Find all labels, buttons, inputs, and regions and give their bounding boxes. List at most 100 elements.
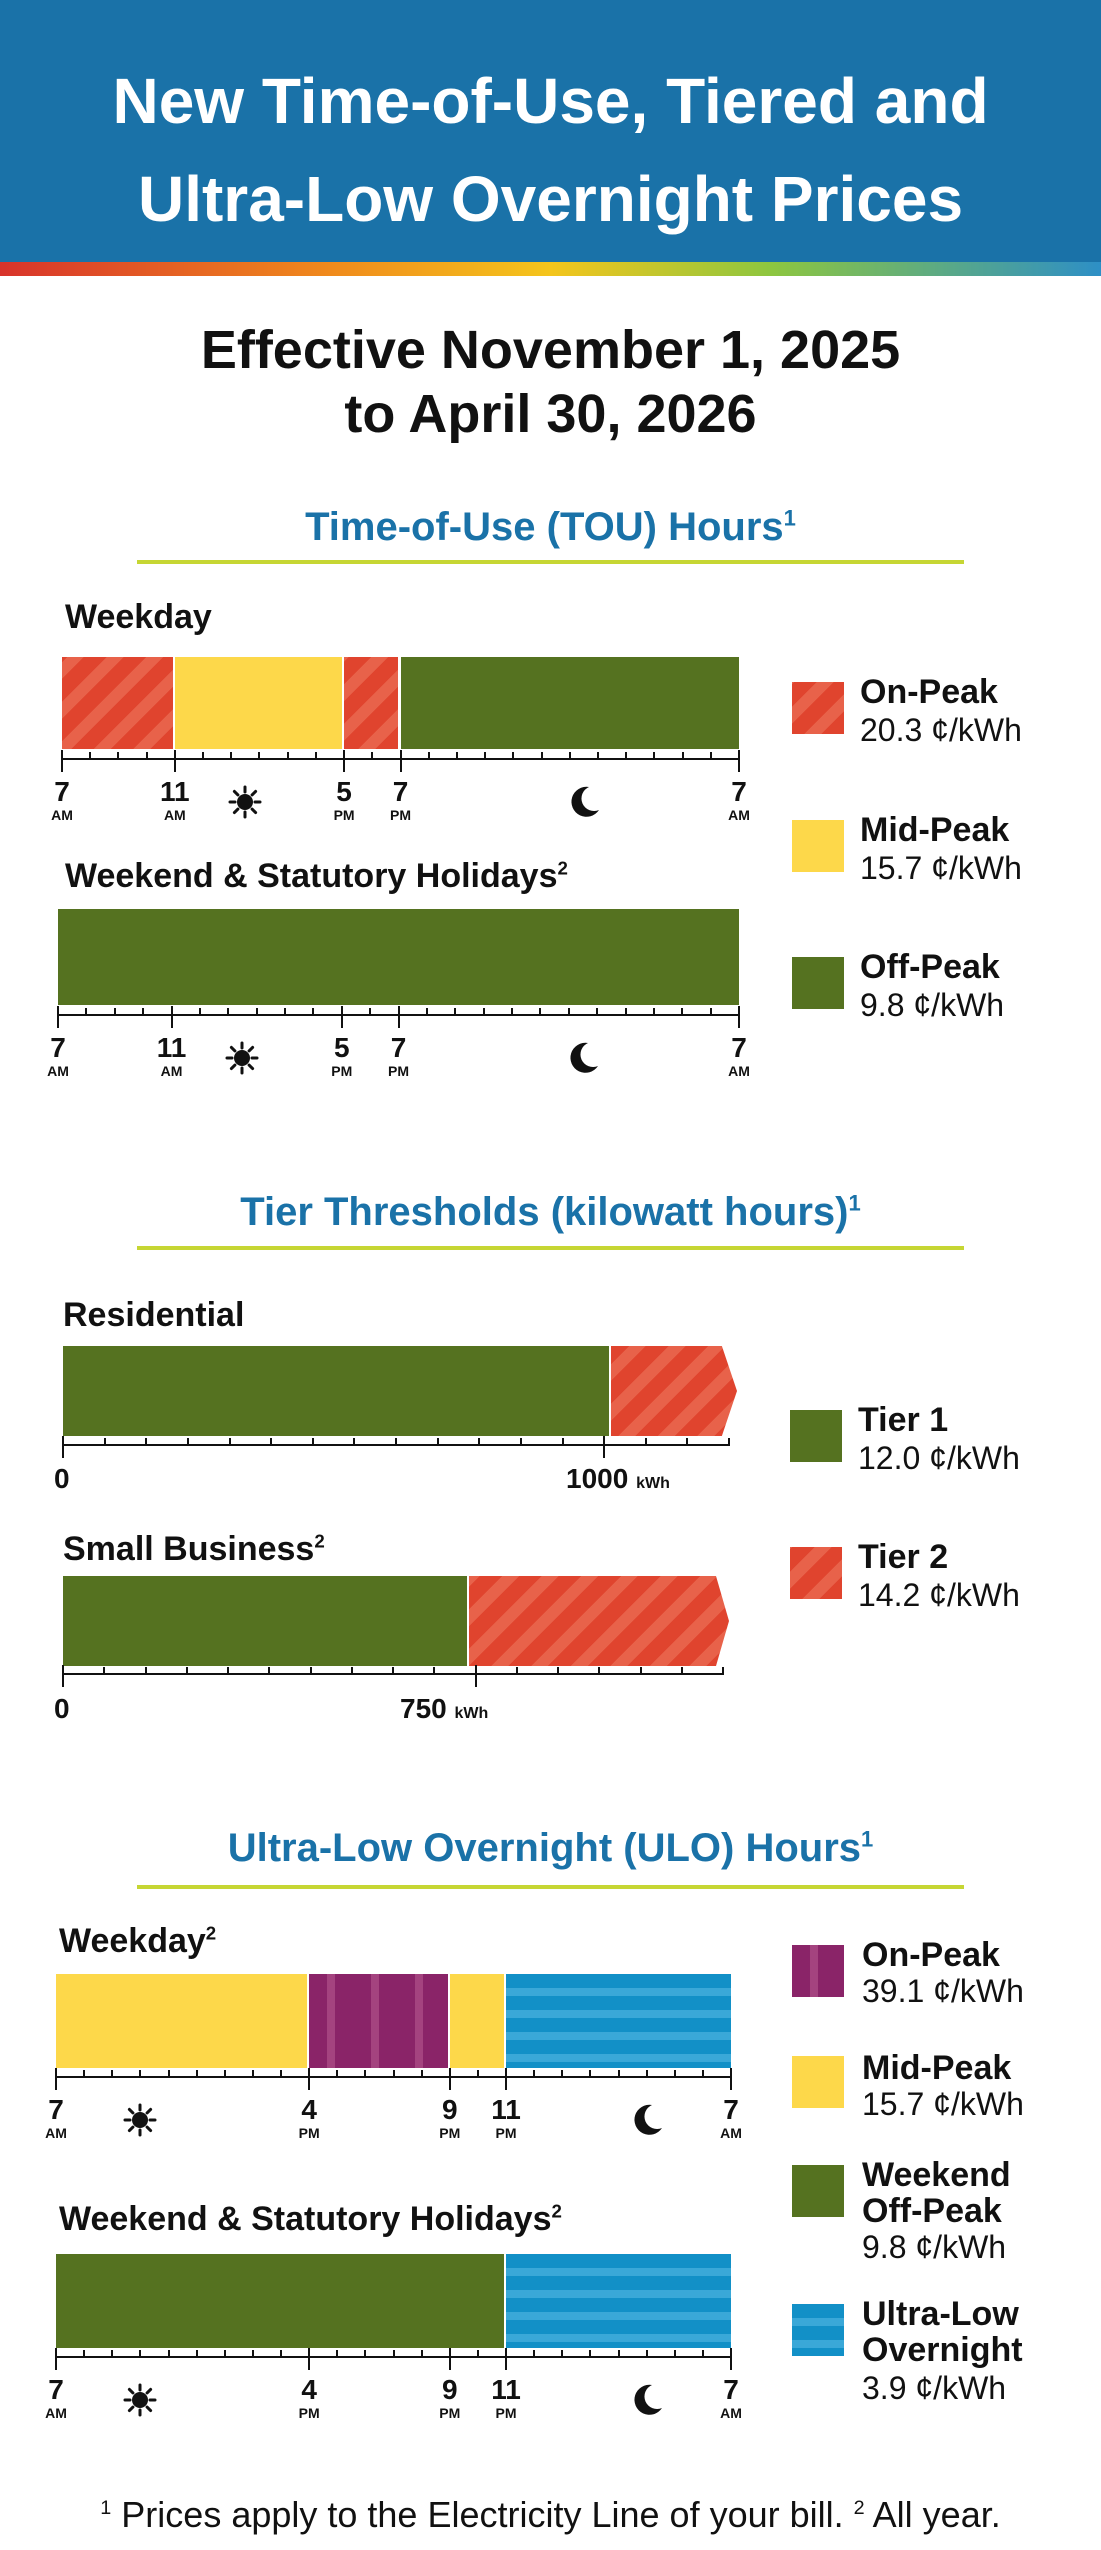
segment-ultra-low-overnight <box>506 1974 731 2068</box>
axis-tick <box>639 1667 642 1675</box>
axis-tick <box>223 2350 226 2358</box>
axis-tick <box>478 1438 481 1446</box>
tier-section-title: Tier Thresholds (kilowatt hours)1 <box>240 1190 861 1234</box>
axis-tick-label: 7 AM <box>51 776 73 823</box>
sun-icon <box>225 782 265 822</box>
axis-tick <box>139 2070 142 2078</box>
axis-tick <box>57 1006 59 1028</box>
axis-tick <box>474 1665 477 1687</box>
axis-tick <box>533 2350 536 2358</box>
axis-tick <box>482 1008 485 1016</box>
axis-tick <box>589 2070 592 2078</box>
rainbow-divider <box>0 262 1101 276</box>
axis-tick <box>596 1008 599 1016</box>
axis-tick <box>427 752 430 760</box>
ultra-low-swatch <box>792 2304 844 2356</box>
axis-tick <box>722 1667 724 1675</box>
axis-tick <box>420 2070 423 2078</box>
axis-tick <box>557 1667 559 1675</box>
axis-tick <box>228 1438 231 1446</box>
axis-tick <box>309 1667 312 1675</box>
axis-tick <box>117 752 120 760</box>
axis-tick <box>392 1667 394 1675</box>
mid-peak-swatch <box>792 820 844 872</box>
axis-tick-label: 7 AM <box>45 2374 67 2421</box>
axis-tick <box>738 750 740 772</box>
segment-mid-peak <box>174 657 343 749</box>
axis-tick <box>251 2350 254 2358</box>
segment-on-peak <box>62 657 173 749</box>
axis-tick-label: 7 AM <box>720 2094 742 2141</box>
axis-tick-label: 11 PM <box>491 2094 521 2141</box>
axis-tick <box>645 2350 648 2358</box>
segment-mid-peak <box>449 1974 504 2068</box>
moon-icon <box>563 1038 603 1078</box>
axis-tick <box>185 1667 188 1675</box>
axis-tick <box>173 750 176 772</box>
small-business-zero-label: 0 <box>54 1693 70 1724</box>
axis-tick <box>371 752 374 760</box>
axis-tick <box>484 752 487 760</box>
effective-dates: Effective November 1, 2025 to April 30, … <box>200 320 901 444</box>
moon-icon <box>564 782 604 822</box>
axis-tick <box>617 2350 620 2358</box>
axis-tick <box>709 752 712 760</box>
axis-tick <box>195 2070 198 2078</box>
axis-tick <box>280 2070 282 2078</box>
axis-tick <box>617 2070 620 2078</box>
axis-tick <box>701 2350 704 2358</box>
axis-tick <box>230 752 233 760</box>
axis-tick <box>511 1008 513 1016</box>
axis-tick <box>598 1667 601 1675</box>
tou-weekend-bar <box>58 909 739 1005</box>
axis-tick-label: 11 PM <box>491 2374 521 2421</box>
page-header: New Time-of-Use, Tiered and Ultra-Low Ove… <box>0 0 1101 262</box>
axis-tick <box>589 2350 592 2358</box>
axis-tick <box>308 2348 311 2370</box>
axis-tick <box>680 1667 683 1675</box>
axis-tick <box>255 1008 258 1016</box>
axis-tick <box>436 1438 439 1446</box>
axis-tick <box>728 1438 730 1446</box>
axis-tick <box>540 752 543 760</box>
axis-tick <box>738 1006 740 1028</box>
axis-tick <box>314 752 317 760</box>
axis-tick-label: 7 AM <box>45 2094 67 2141</box>
axis-tick <box>425 1008 428 1016</box>
axis-tick <box>340 1006 343 1028</box>
axis-tick <box>420 2350 423 2358</box>
moon-icon <box>627 2100 667 2140</box>
axis-tick <box>144 1667 147 1675</box>
axis-tick <box>89 752 92 760</box>
axis-tick <box>103 1667 106 1675</box>
axis-tick <box>111 2350 114 2358</box>
tou-weekend-label: Weekend & Statutory Holidays2 <box>65 857 568 895</box>
axis-tick <box>701 2070 704 2078</box>
ulo-weekend-label: Weekend & Statutory Holidays2 <box>59 2200 562 2238</box>
axis-tick <box>603 1436 606 1458</box>
weekend-off-peak-swatch <box>792 2165 844 2217</box>
axis-tick <box>198 1008 201 1016</box>
axis-tick <box>145 752 148 760</box>
segment-weekend-off-peak <box>56 2254 504 2348</box>
axis-tick <box>336 2070 339 2078</box>
axis-tick <box>652 1008 655 1016</box>
axis-tick <box>399 750 402 772</box>
axis-tick <box>83 2350 86 2358</box>
axis-tick <box>539 1008 542 1016</box>
axis-tick <box>251 2070 254 2078</box>
axis-tick-label: 5 PM <box>331 1032 353 1079</box>
ulo-on-peak-swatch <box>792 1945 844 1997</box>
tou-weekday-bar <box>62 657 739 749</box>
axis-tick-label: 7 PM <box>388 1032 409 1079</box>
ulo-weekday-bar <box>56 1974 731 2068</box>
axis-tick <box>455 752 458 760</box>
axis-tick <box>83 2070 86 2078</box>
small-business-bar <box>63 1576 729 1666</box>
axis-tick <box>448 2068 451 2090</box>
axis-tick <box>62 1436 64 1458</box>
axis-tick <box>567 1008 570 1016</box>
axis-tick <box>227 1667 229 1675</box>
axis-tick <box>364 2350 367 2358</box>
axis-tick <box>673 2070 676 2078</box>
